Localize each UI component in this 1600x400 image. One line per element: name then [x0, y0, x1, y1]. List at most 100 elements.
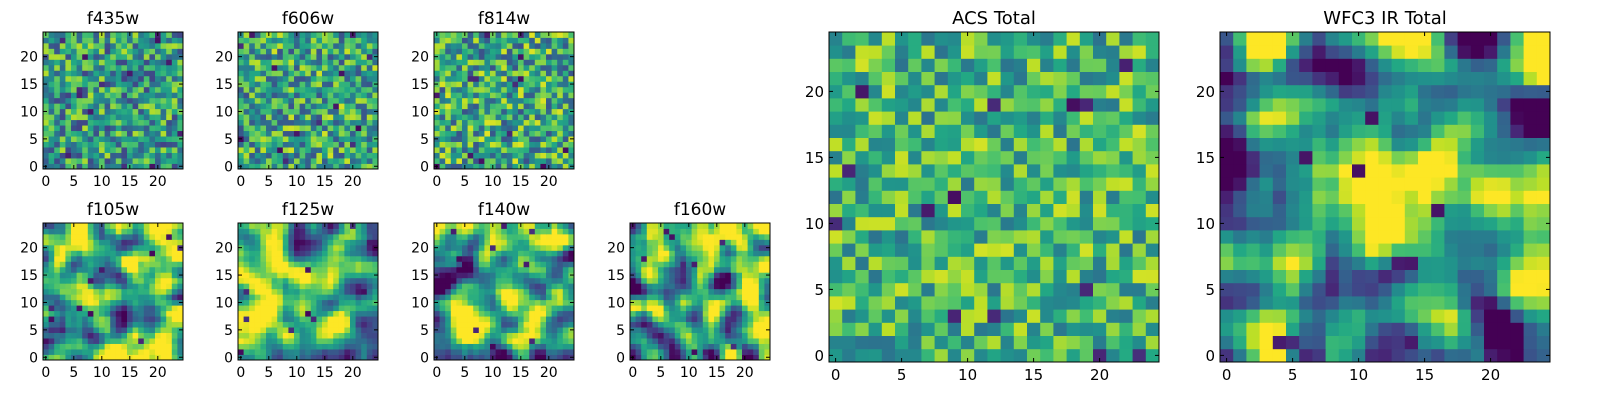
- heatmap-cell: [299, 338, 306, 344]
- heatmap-cell: [456, 294, 463, 301]
- heatmap-cell: [484, 92, 491, 99]
- heatmap-cell: [708, 244, 715, 251]
- heatmap-cell: [138, 59, 145, 66]
- heatmap-cell: [110, 125, 117, 132]
- heatmap-cell: [143, 152, 150, 159]
- heatmap-cell: [149, 349, 156, 355]
- heatmap-cell: [445, 81, 452, 88]
- heatmap-cell: [730, 266, 737, 273]
- heatmap-cell: [277, 272, 284, 279]
- heatmap-cell: [372, 152, 379, 159]
- heatmap-cell: [1145, 309, 1160, 323]
- heatmap-cell: [338, 228, 345, 235]
- heatmap-cell: [691, 288, 698, 295]
- heatmap-cell: [299, 349, 306, 355]
- heatmap-cell: [366, 136, 373, 142]
- heatmap-cell: [104, 42, 111, 49]
- heatmap-cell: [518, 48, 524, 55]
- heatmap-cell: [855, 322, 869, 336]
- heatmap-cell: [271, 233, 278, 240]
- heatmap-cell: [266, 125, 272, 132]
- heatmap-cell: [243, 299, 250, 306]
- heatmap-cell: [249, 64, 256, 71]
- heatmap-cell: [546, 158, 552, 164]
- heatmap-cell: [316, 97, 323, 104]
- heatmap-cell: [501, 277, 508, 284]
- x-tick-label: 10: [484, 365, 502, 381]
- heatmap-cell: [895, 230, 909, 244]
- heatmap-cell: [143, 332, 150, 339]
- heatmap-cell: [115, 327, 122, 333]
- heatmap-cell: [143, 250, 150, 257]
- heatmap-cell: [266, 305, 272, 312]
- heatmap-cell: [115, 244, 122, 251]
- heatmap-cell: [344, 299, 351, 306]
- heatmap-cell: [372, 59, 379, 66]
- heatmap-cell: [177, 343, 184, 350]
- heatmap-cell: [266, 255, 272, 262]
- heatmap-cell: [310, 53, 317, 60]
- heatmap-cell: [652, 294, 659, 301]
- heatmap-cell: [881, 216, 896, 231]
- heatmap-cell: [534, 147, 541, 153]
- heatmap-cell: [115, 310, 122, 317]
- heatmap-cell: [305, 272, 312, 279]
- heatmap-cell: [266, 250, 272, 257]
- heatmap-cell: [350, 294, 356, 301]
- heatmap-cell: [1093, 164, 1107, 178]
- heatmap-cell: [1066, 164, 1081, 178]
- heatmap-cell: [540, 338, 547, 344]
- heatmap-cell: [59, 244, 66, 251]
- heatmap-cell: [355, 130, 362, 137]
- x-tick-label: 15: [316, 365, 334, 381]
- heatmap-cell: [764, 332, 771, 339]
- heatmap-cell: [523, 86, 530, 93]
- heatmap-cell: [127, 332, 133, 339]
- heatmap-cell: [277, 250, 284, 257]
- heatmap-cell: [54, 81, 61, 88]
- heatmap-cell: [829, 177, 843, 191]
- heatmap-cell: [753, 332, 760, 339]
- heatmap-cell: [855, 282, 869, 297]
- heatmap-cell: [439, 103, 446, 110]
- heatmap-cell: [143, 86, 150, 93]
- heatmap-cell: [669, 299, 676, 306]
- heatmap-cell: [132, 136, 139, 142]
- heatmap-cell: [680, 239, 687, 246]
- heatmap-cell: [160, 86, 167, 93]
- heatmap-cell: [663, 250, 670, 257]
- heatmap-cell: [277, 277, 284, 284]
- heatmap-cell: [338, 42, 345, 49]
- heatmap-cell: [99, 321, 105, 328]
- heatmap-cell: [333, 321, 340, 328]
- heatmap-cell: [71, 294, 77, 301]
- heatmap-cell: [249, 244, 256, 251]
- heatmap-cell: [719, 244, 726, 251]
- heatmap-cell: [344, 81, 351, 88]
- heatmap-cell: [758, 228, 765, 235]
- heatmap-cell: [534, 130, 541, 137]
- heatmap-cell: [350, 228, 356, 235]
- heatmap-cell: [59, 250, 66, 257]
- heatmap-cell: [238, 239, 244, 246]
- heatmap-cell: [557, 299, 564, 306]
- heatmap-cell: [456, 103, 463, 110]
- heatmap-cell: [299, 321, 306, 328]
- heatmap-cell: [238, 130, 244, 137]
- heatmap-cell: [249, 277, 256, 284]
- heatmap-cell: [512, 250, 519, 257]
- heatmap-cell: [366, 81, 373, 88]
- heatmap-cell: [350, 152, 356, 159]
- heatmap-cell: [855, 309, 869, 323]
- heatmap-cell: [568, 114, 575, 121]
- heatmap-cell: [71, 97, 77, 104]
- heatmap-cell: [299, 261, 306, 268]
- heatmap-cell: [753, 321, 760, 328]
- heatmap-cell: [495, 119, 502, 126]
- heatmap-cell: [166, 108, 173, 115]
- heatmap-cell: [742, 250, 748, 257]
- heatmap-cell: [338, 250, 345, 257]
- heatmap-cell: [518, 152, 524, 159]
- heatmap-cell: [171, 239, 178, 246]
- heatmap-cell: [478, 86, 485, 93]
